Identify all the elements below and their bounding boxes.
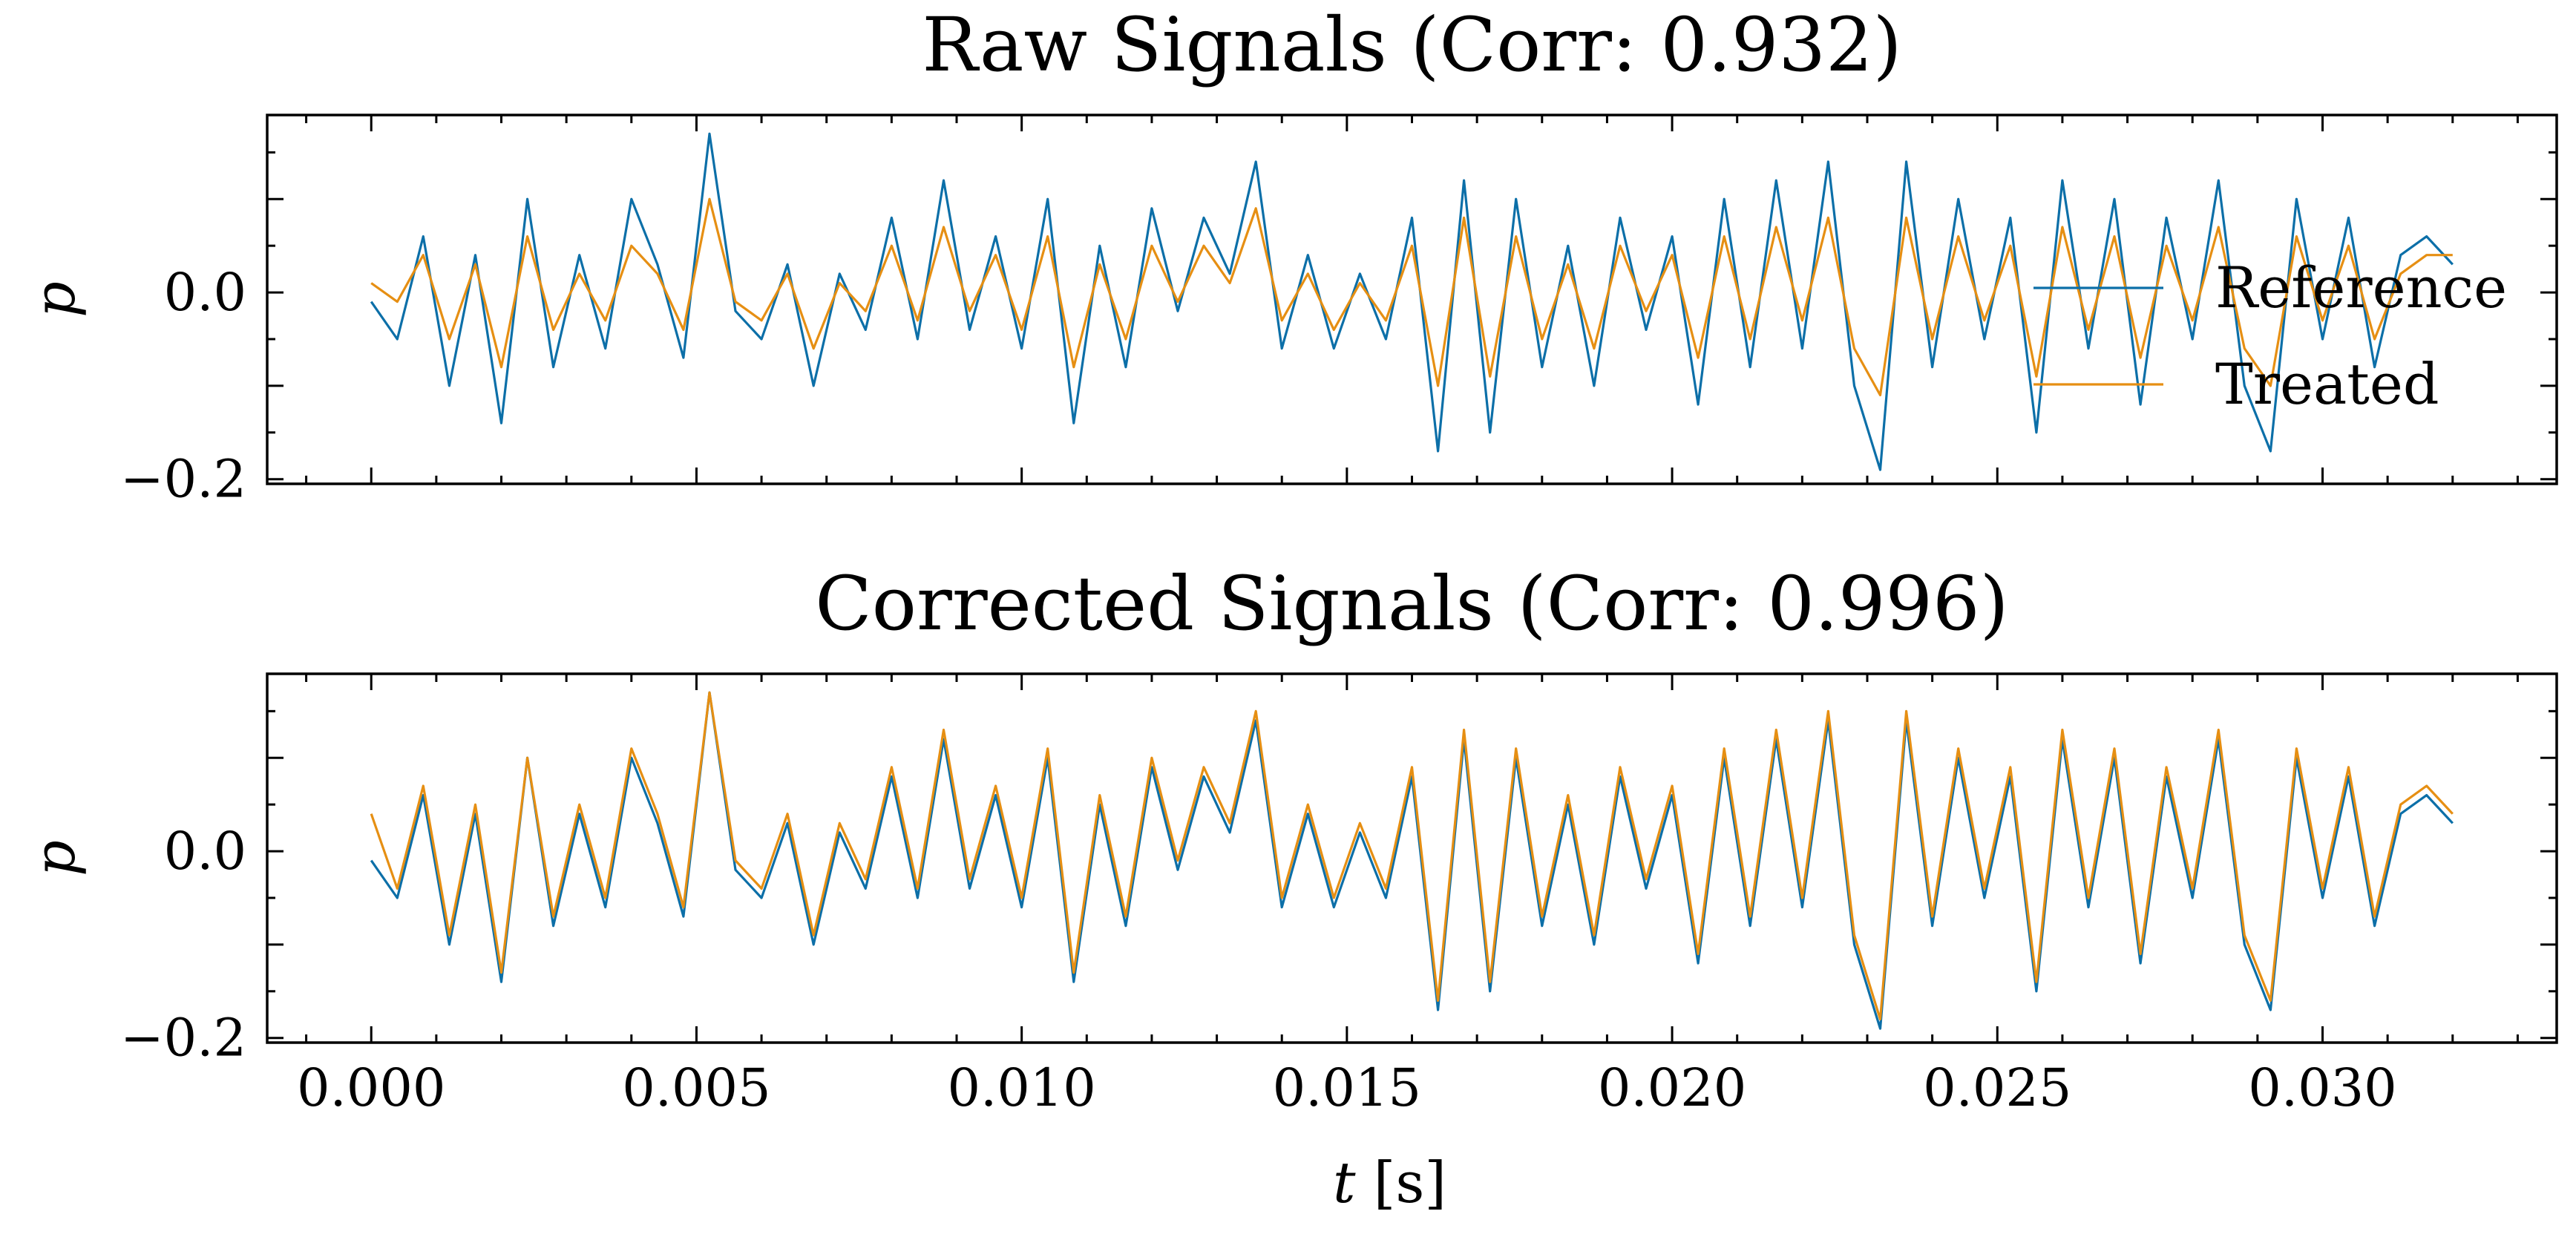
y-axis-label: p [22,840,88,876]
x-tick-label: 0.000 [297,1057,445,1118]
x-axis-label: t [s] [1333,1149,1446,1216]
plot-frame [266,672,2558,1044]
legend-label-treated: Treated [2215,351,2439,417]
series-line-treated [370,691,2454,1021]
subplot-2: Corrected Signals (Corr: 0.996) −0.2 0.0 0.… [22,560,2558,1216]
y-tick-label: 0.0 [164,262,246,323]
y-axis-label: p [22,281,88,318]
y-tick-label: −0.2 [120,1008,246,1069]
x-tick-label: 0.020 [1598,1057,1746,1118]
legend: Reference Treated [2033,255,2507,417]
y-tick-label: −0.2 [120,449,246,510]
series-line-treated [370,197,2453,397]
subplot-title: Raw Signals (Corr: 0.932) [922,1,1901,88]
x-tick-label: 0.015 [1273,1057,1421,1118]
x-tick-label: 0.005 [622,1057,770,1118]
series-line-reference [370,132,2454,471]
plot-frame [266,114,2558,485]
subplot-title: Corrected Signals (Corr: 0.996) [815,560,2008,647]
series-line-reference [370,691,2454,1030]
x-tick-label: 0.010 [947,1057,1095,1118]
y-tick-label: 0.0 [164,821,246,882]
x-tick-label: 0.030 [2248,1057,2396,1118]
x-tick-label: 0.025 [1923,1057,2071,1118]
subplot-1: Raw Signals (Corr: 0.932) −0.2 0.0 p Referen… [22,1,2558,510]
legend-label-reference: Reference [2215,255,2507,321]
